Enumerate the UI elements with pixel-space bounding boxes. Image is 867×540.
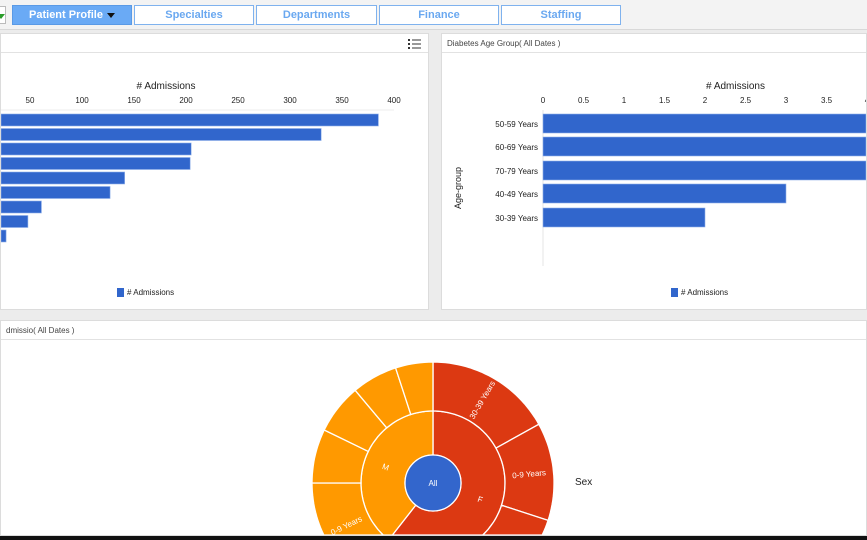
tab-specialties[interactable]: Specialties (134, 5, 254, 25)
y-tick-label: 30-39 Years (495, 214, 538, 223)
x-tick-label: 0.5 (578, 96, 590, 105)
legend-label: # Admissions (681, 288, 728, 297)
admissions-bar-chart: # Admissions 50 100 150 200 250 300 350 400 # Adm… (1, 81, 401, 297)
sunburst-segment (311, 482, 385, 535)
bar (542, 207, 706, 228)
tab-finance[interactable]: Finance (379, 5, 499, 25)
panel-header: dmissio( All Dates ) (1, 321, 866, 340)
left-chart-panel: # Admissions 50 100 150 200 250 300 350 400 # Adm… (0, 33, 429, 310)
sunburst-root (404, 454, 462, 512)
bar (1, 157, 191, 170)
x-tick-label: 0 (541, 96, 546, 105)
bar (1, 200, 42, 214)
x-tick-label: 200 (179, 96, 193, 105)
y-tick-label: 70-79 Years (495, 167, 538, 176)
legend-swatch (671, 288, 678, 297)
y-tick-label: 40-49 Years (495, 190, 538, 199)
x-tick-label: 3 (784, 96, 789, 105)
x-tick-label: 350 (335, 96, 349, 105)
bar (1, 128, 322, 141)
bar (542, 136, 866, 157)
x-tick-label: 1.5 (659, 96, 671, 105)
tab-label: Patient Profile (29, 9, 103, 21)
right-chart-panel: Diabetes Age Group( All Dates ) # Admiss… (441, 33, 867, 310)
x-tick-label: 2 (703, 96, 708, 105)
bar (1, 186, 111, 199)
tab-departments[interactable]: Departments (256, 5, 377, 25)
segment-label: 0-9 Years (512, 468, 547, 480)
x-tick-label: 400 (387, 96, 401, 105)
legend-swatch (117, 288, 124, 297)
filter-dropdown[interactable] (0, 6, 6, 24)
x-tick-label: 100 (75, 96, 89, 105)
segment-label: M (381, 462, 391, 473)
bar (542, 113, 866, 134)
root-label: All (429, 479, 438, 488)
x-tick-label: 150 (127, 96, 141, 105)
panel-header (1, 34, 428, 53)
bar (1, 215, 29, 228)
tab-patient-profile[interactable]: Patient Profile (12, 5, 132, 25)
x-tick-label: 4 (865, 96, 866, 105)
x-tick-label: 300 (283, 96, 297, 105)
bottom-chart-panel: dmissio( All Dates ) F M 30-39 Years 0-9 Ye… (0, 320, 867, 536)
x-axis-title: # Admissions (137, 81, 196, 92)
x-tick-label: 50 (26, 96, 35, 105)
tab-staffing[interactable]: Staffing (501, 5, 621, 25)
x-axis-title: # Admissions (706, 81, 765, 92)
bar (1, 113, 379, 127)
top-nav: Patient Profile Specialties Departments … (0, 0, 867, 30)
y-tick-label: 60-69 Years (495, 143, 538, 152)
sunburst-segment (481, 504, 549, 535)
y-tick-label: 50-59 Years (495, 120, 538, 129)
age-group-bar-chart: # Admissions 0 0.5 1 1.5 2 2.5 3 3.5 4 50-59 Years… (453, 81, 866, 297)
list-icon[interactable] (408, 38, 422, 50)
bar (542, 160, 866, 181)
panel-header: Diabetes Age Group( All Dates ) (442, 34, 866, 53)
bar (1, 229, 7, 243)
bar (542, 183, 787, 204)
bar (1, 142, 192, 156)
segment-label: F (476, 495, 484, 505)
sunburst-segment (394, 361, 434, 416)
x-tick-label: 3.5 (821, 96, 833, 105)
y-axis-title: Age-group (453, 167, 463, 209)
x-tick-label: 2.5 (740, 96, 752, 105)
taskbar-edge (0, 536, 867, 540)
caret-down-icon (106, 12, 115, 18)
x-tick-label: 250 (231, 96, 245, 105)
legend-label: Sex (575, 477, 592, 488)
x-tick-label: 1 (622, 96, 627, 105)
legend-label: # Admissions (127, 288, 174, 297)
bar (1, 171, 125, 185)
